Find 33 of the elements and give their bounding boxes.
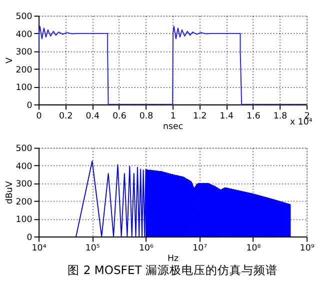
y-axis-title: V: [4, 57, 15, 64]
x-axis-title: nsec: [163, 122, 184, 132]
y-tick-label: 300: [16, 180, 32, 190]
x-tick-label: 1.4: [220, 111, 234, 122]
x-tick-label: 10⁶: [139, 243, 154, 254]
x-tick-label: 1.8: [273, 111, 288, 122]
y-tick-label: 100: [16, 83, 32, 94]
y-tick-label: 0: [26, 232, 32, 243]
y-tick-label: 400: [16, 162, 32, 172]
caption: 图 2 MOSFET 漏源极电压的仿真与频谱: [68, 263, 278, 278]
y-axis-title: dBuV: [4, 181, 15, 204]
x-axis-title: Hz: [168, 254, 180, 264]
x-tick-label: 1: [170, 111, 176, 122]
x-tick-label: 10⁹: [300, 243, 315, 254]
y-tick-label: 400: [16, 30, 32, 40]
x-tick-label: 0.2: [58, 111, 73, 122]
y-tick-label: 200: [16, 65, 32, 76]
x-tick-label: 0.6: [112, 111, 126, 122]
x-tick-label: 0.4: [86, 111, 100, 122]
x-tick-label: 10⁵: [85, 243, 100, 254]
x-tick-label: 1.6: [246, 111, 260, 122]
x-tick-label: 10⁴: [32, 243, 47, 254]
x-tick-label: 1.2: [192, 111, 207, 122]
x-tick-label: 10⁸: [246, 243, 262, 254]
y-tick-label: 0: [26, 100, 32, 111]
y-tick-label: 100: [16, 215, 32, 226]
x-tick-label: 10⁷: [192, 243, 208, 254]
y-tick-label: 500: [16, 144, 32, 154]
y-tick-label: 300: [16, 48, 32, 58]
y-tick-label: 500: [16, 12, 32, 22]
x-tick-label: 0: [36, 111, 42, 122]
x-tick-label: 0.8: [139, 111, 154, 122]
y-tick-label: 200: [16, 197, 32, 208]
